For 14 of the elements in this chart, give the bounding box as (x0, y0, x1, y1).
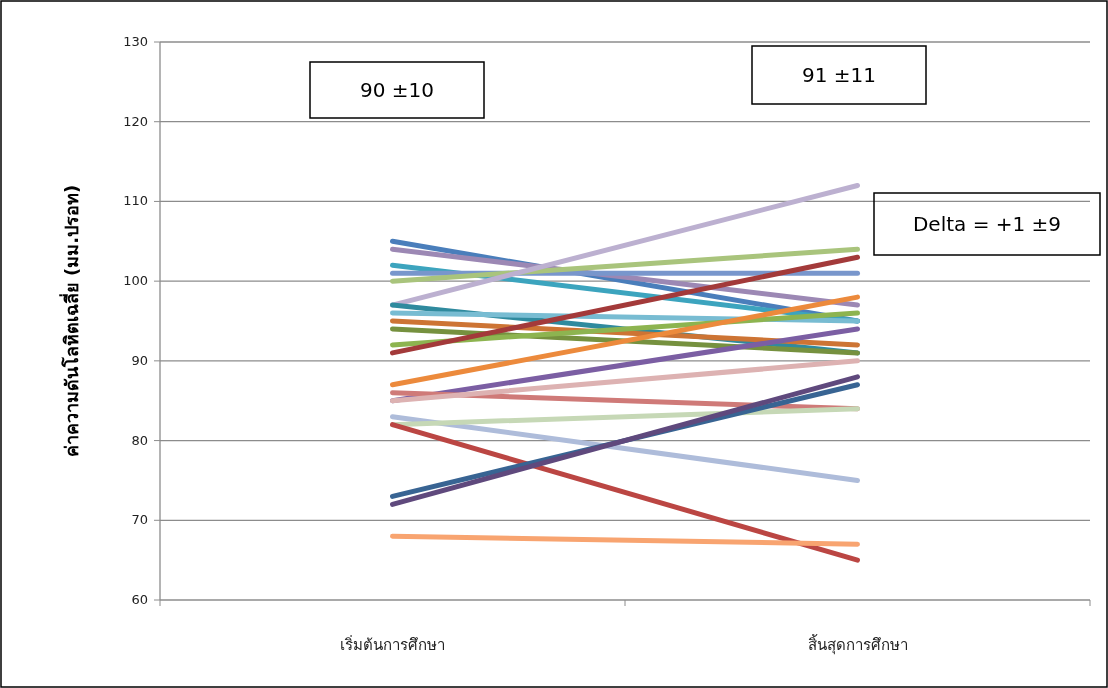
y-tick-label: 120 (123, 113, 148, 129)
annotation: Delta = +1 ±9 (912, 212, 1062, 236)
y-tick-label: 90 (131, 352, 148, 368)
y-axis-title: ค่าความดันโลหิตเฉลี่ย (มม.ปรอท) (59, 184, 82, 458)
x-tick-label: เริ่มต้นการศึกษา (340, 634, 445, 654)
y-tick-label: 60 (131, 592, 148, 607)
y-tick-label: 80 (131, 432, 148, 448)
y-tick-label: 70 (131, 512, 148, 528)
y-tick-label: 110 (123, 193, 148, 209)
y-tick-label: 100 (123, 273, 148, 289)
annotation: 90 ±10 (359, 78, 435, 102)
x-tick-label: สิ้นสุดการศึกษา (807, 634, 908, 655)
annotation: 91 ±11 (801, 63, 877, 87)
y-tick-label: 130 (123, 34, 148, 49)
